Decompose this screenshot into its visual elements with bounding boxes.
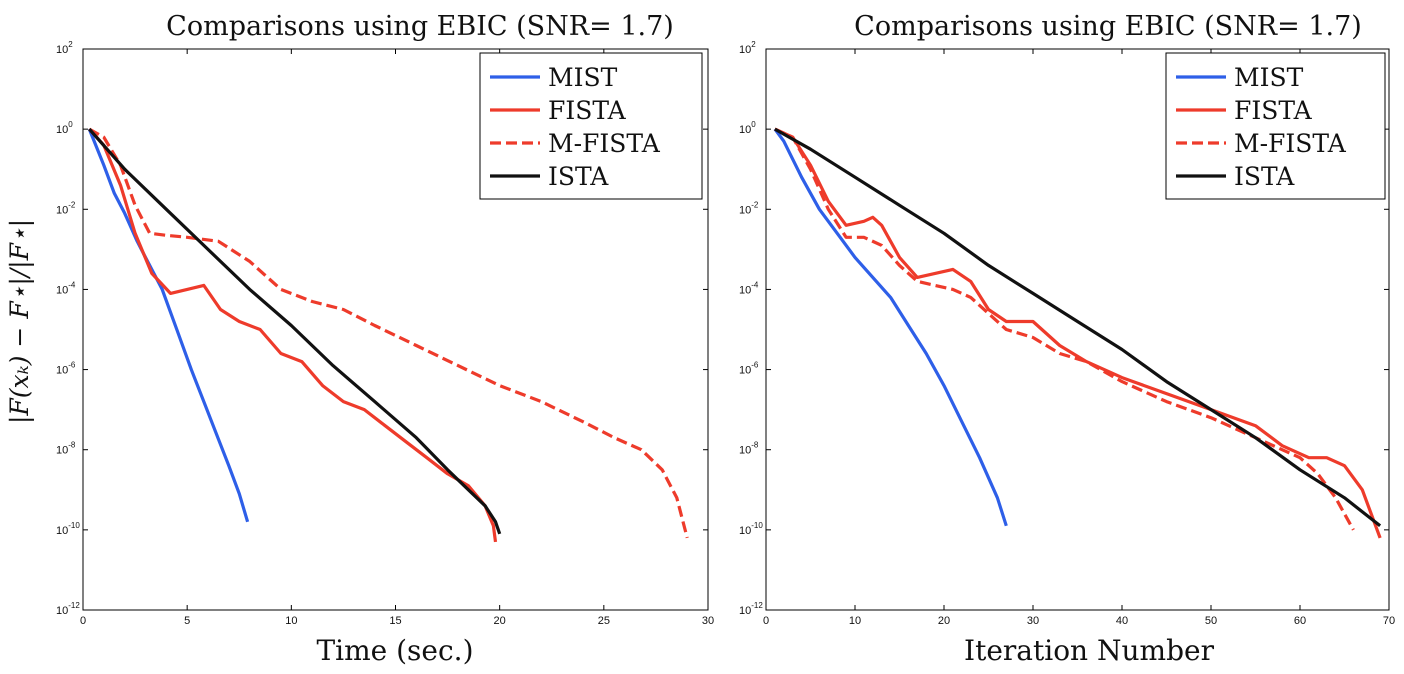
legend-label-fista: FISTA <box>548 96 627 125</box>
x-tick-label: 70 <box>1383 615 1395 627</box>
y-tick-label: 10-4 <box>56 280 76 296</box>
x-tick-label: 0 <box>80 615 86 627</box>
series-line-ista <box>774 127 1382 528</box>
series-line-mist <box>87 128 250 523</box>
legend-label-m-fista: M-FISTA <box>1234 129 1347 158</box>
legend-label-mist: MIST <box>1234 63 1304 92</box>
x-axis-label: Iteration Number <box>964 634 1215 667</box>
x-tick-label: 5 <box>184 615 190 627</box>
x-tick-label: 30 <box>1027 615 1039 627</box>
y-tick-label: 100 <box>56 120 73 136</box>
x-tick-label: 10 <box>285 615 297 627</box>
y-tick-label: 10-4 <box>739 280 759 296</box>
legend-label-ista: ISTA <box>548 162 609 191</box>
y-tick-label: 102 <box>56 40 73 56</box>
y-tick-label: 10-6 <box>56 361 76 377</box>
y-tick-label: 10-6 <box>739 361 759 377</box>
chart-left: Comparisons using EBIC (SNR= 1.7) 0 5 10 15 2… <box>5 11 714 667</box>
y-tick-label: 10-10 <box>739 521 763 537</box>
series-line-fista <box>88 128 498 543</box>
y-tick-label: 10-12 <box>739 601 763 617</box>
legend-label-m-fista: M-FISTA <box>548 129 661 158</box>
x-axis-label: Time (sec.) <box>316 634 473 667</box>
y-tick-label: 10-2 <box>56 200 76 216</box>
series-line-m-fista <box>88 127 689 539</box>
series-line-fista <box>774 127 1382 539</box>
x-tick-label: 20 <box>938 615 950 627</box>
y-tick-label: 102 <box>739 40 756 56</box>
x-tick-label: 0 <box>763 615 769 627</box>
legend: MIST FISTA M-FISTA ISTA <box>479 52 703 200</box>
x-tick-label: 10 <box>849 615 861 627</box>
y-tick-label: 10-8 <box>56 441 76 457</box>
chart-title: Comparisons using EBIC (SNR= 1.7) <box>166 11 674 42</box>
y-tick-label: 10-10 <box>56 521 80 537</box>
y-tick-label: 10-8 <box>739 441 759 457</box>
legend-label-mist: MIST <box>548 63 618 92</box>
x-tick-label: 20 <box>494 615 506 627</box>
legend-label-ista: ISTA <box>1234 162 1295 191</box>
chart-title: Comparisons using EBIC (SNR= 1.7) <box>854 11 1362 42</box>
y-tick-label: 100 <box>739 120 756 136</box>
x-tick-label: 25 <box>598 615 610 627</box>
y-axis-label: |F(xₖ) − F⋆|/|F⋆| <box>5 219 35 424</box>
x-tick-label: 30 <box>702 615 714 627</box>
series-line-ista <box>88 128 502 535</box>
x-tick-label: 50 <box>1205 615 1217 627</box>
y-tick-label: 10-12 <box>56 601 80 617</box>
legend: MIST FISTA M-FISTA ISTA <box>1165 52 1386 200</box>
series-line-mist <box>773 128 1008 527</box>
chart-right: Comparisons using EBIC (SNR= 1.7) 0 10 20 30… <box>739 11 1395 667</box>
legend-label-fista: FISTA <box>1234 96 1313 125</box>
x-tick-label: 40 <box>1116 615 1128 627</box>
y-tick-label: 10-2 <box>739 200 759 216</box>
x-tick-label: 15 <box>389 615 401 627</box>
x-tick-label: 60 <box>1294 615 1306 627</box>
